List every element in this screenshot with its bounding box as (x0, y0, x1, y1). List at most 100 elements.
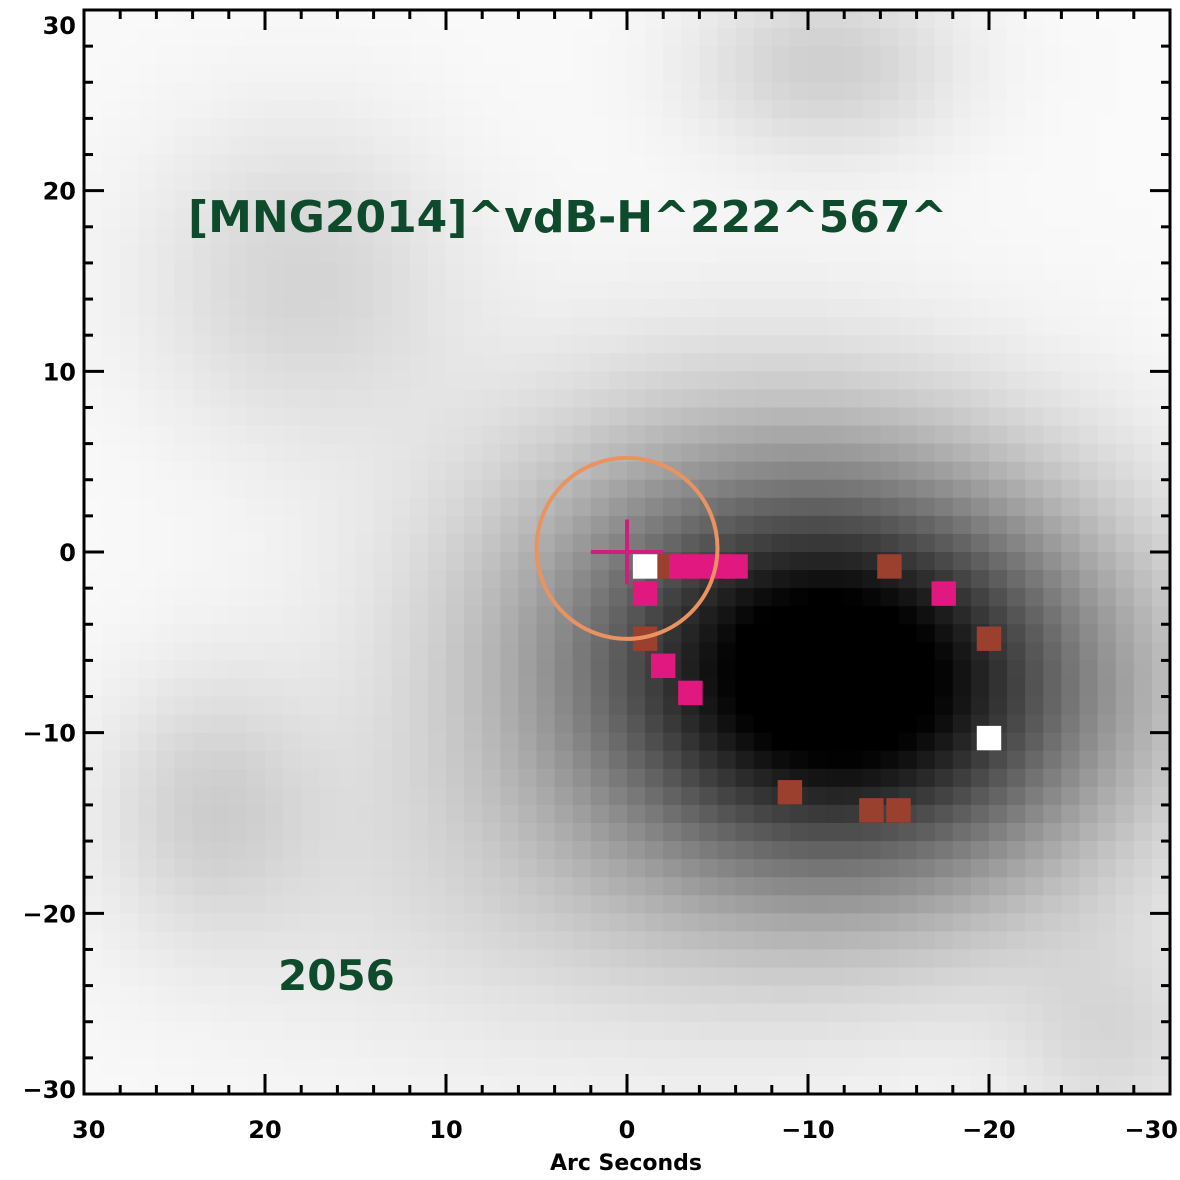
image-pixel (771, 262, 791, 282)
image-pixel (138, 407, 157, 427)
image-pixel (210, 588, 230, 607)
image-pixel (84, 714, 103, 734)
image-pixel (808, 281, 827, 300)
image-pixel (1079, 10, 1099, 29)
image-pixel (862, 100, 881, 120)
image-pixel (590, 190, 610, 210)
image-pixel (228, 299, 248, 318)
image-pixel (1007, 823, 1026, 842)
image-pixel (1079, 100, 1099, 120)
image-pixel (880, 10, 900, 29)
image-pixel (319, 118, 338, 138)
image-pixel (1061, 588, 1081, 607)
image-pixel (210, 425, 230, 445)
image-pixel (970, 371, 990, 391)
image-pixel (789, 823, 809, 842)
image-pixel (1133, 353, 1153, 372)
image-pixel (1133, 190, 1153, 210)
image-pixel (916, 750, 936, 770)
image-pixel (265, 244, 284, 264)
image-pixel (355, 985, 375, 1005)
image-pixel (916, 154, 936, 174)
image-pixel (916, 353, 936, 372)
image-pixel (771, 244, 791, 264)
image-pixel (608, 1003, 628, 1023)
image-pixel (789, 877, 809, 896)
image-pixel (789, 1003, 809, 1023)
image-pixel (518, 190, 538, 210)
image-pixel (192, 28, 212, 47)
image-pixel (355, 479, 375, 499)
image-pixel (898, 299, 918, 318)
image-pixel (210, 768, 230, 788)
image-pixel (319, 552, 338, 571)
image-pixel (789, 190, 809, 210)
image-pixel (427, 1021, 447, 1041)
image-pixel (862, 823, 881, 842)
image-pixel (1025, 606, 1044, 625)
image-pixel (1043, 82, 1062, 101)
image-pixel (862, 299, 881, 318)
image-pixel (970, 190, 990, 210)
image-pixel (554, 913, 574, 933)
image-pixel (1043, 118, 1062, 138)
image-pixel (699, 281, 719, 300)
image-pixel (174, 913, 194, 933)
image-pixel (482, 841, 501, 860)
image-pixel (1025, 82, 1044, 101)
image-pixel (319, 10, 338, 29)
image-pixel (265, 353, 284, 372)
image-pixel (319, 768, 338, 788)
image-pixel (826, 823, 845, 842)
image-pixel (808, 877, 827, 896)
image-pixel (826, 714, 845, 734)
image-pixel (1007, 1021, 1026, 1041)
image-pixel (102, 82, 121, 101)
image-pixel (590, 967, 610, 987)
image-pixel (753, 985, 773, 1005)
image-pixel (1115, 353, 1135, 372)
image-pixel (464, 299, 483, 318)
image-pixel (120, 714, 139, 734)
image-pixel (572, 190, 592, 210)
image-pixel (735, 226, 755, 246)
image-pixel (120, 82, 139, 101)
image-pixel (771, 64, 791, 83)
image-pixel (1025, 750, 1044, 770)
image-pixel (518, 642, 538, 662)
image-pixel (210, 660, 230, 680)
image-pixel (1133, 299, 1153, 318)
image-pixel (916, 172, 936, 192)
image-pixel (735, 750, 755, 770)
image-pixel (1025, 1075, 1044, 1094)
image-pixel (554, 136, 574, 156)
image-pixel (970, 949, 990, 969)
image-pixel (446, 624, 465, 643)
image-pixel (319, 82, 338, 101)
image-pixel (337, 190, 357, 210)
image-pixel (645, 1057, 664, 1077)
image-pixel (319, 895, 338, 914)
image-pixel (862, 371, 881, 391)
image-pixel (265, 533, 284, 553)
image-pixel (391, 154, 411, 174)
image-pixel (880, 190, 900, 210)
image-pixel (391, 407, 411, 427)
image-pixel (84, 877, 103, 896)
image-pixel (898, 208, 918, 228)
image-pixel (916, 895, 936, 914)
image-pixel (934, 46, 954, 65)
image-pixel (1025, 588, 1044, 607)
image-pixel (989, 660, 1008, 680)
image-pixel (1097, 768, 1117, 788)
image-pixel (1097, 407, 1117, 427)
image-pixel (789, 841, 809, 860)
image-pixel (373, 515, 393, 535)
image-pixel (1151, 768, 1170, 788)
image-pixel (1115, 100, 1135, 120)
image-pixel (156, 949, 176, 969)
x-tick-label: 20 (248, 1116, 281, 1144)
image-pixel (102, 515, 121, 535)
image-pixel (934, 877, 954, 896)
image-pixel (464, 714, 483, 734)
